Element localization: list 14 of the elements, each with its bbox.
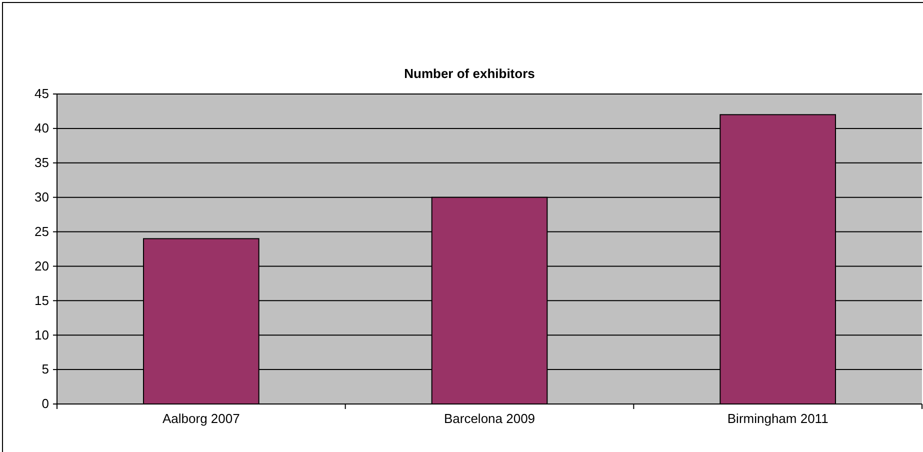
- y-tick-label: 5: [42, 362, 49, 377]
- x-tick-label: Barcelona 2009: [444, 411, 536, 426]
- y-tick-label: 40: [34, 120, 49, 136]
- y-tick-label: 20: [34, 258, 49, 274]
- y-tick-label: 15: [34, 292, 49, 308]
- x-tick-label: Birmingham 2011: [727, 411, 828, 426]
- y-tick-label: 10: [34, 327, 49, 342]
- y-tick-label: 35: [34, 155, 49, 170]
- y-tick-label: 45: [34, 86, 49, 102]
- y-tick-label: 30: [34, 189, 49, 204]
- x-tick-label: Aalborg 2007: [162, 411, 240, 426]
- chart-title: Number of exhibitors: [404, 66, 535, 81]
- y-tick-label: 0: [42, 396, 49, 412]
- y-tick-label: 25: [34, 224, 49, 239]
